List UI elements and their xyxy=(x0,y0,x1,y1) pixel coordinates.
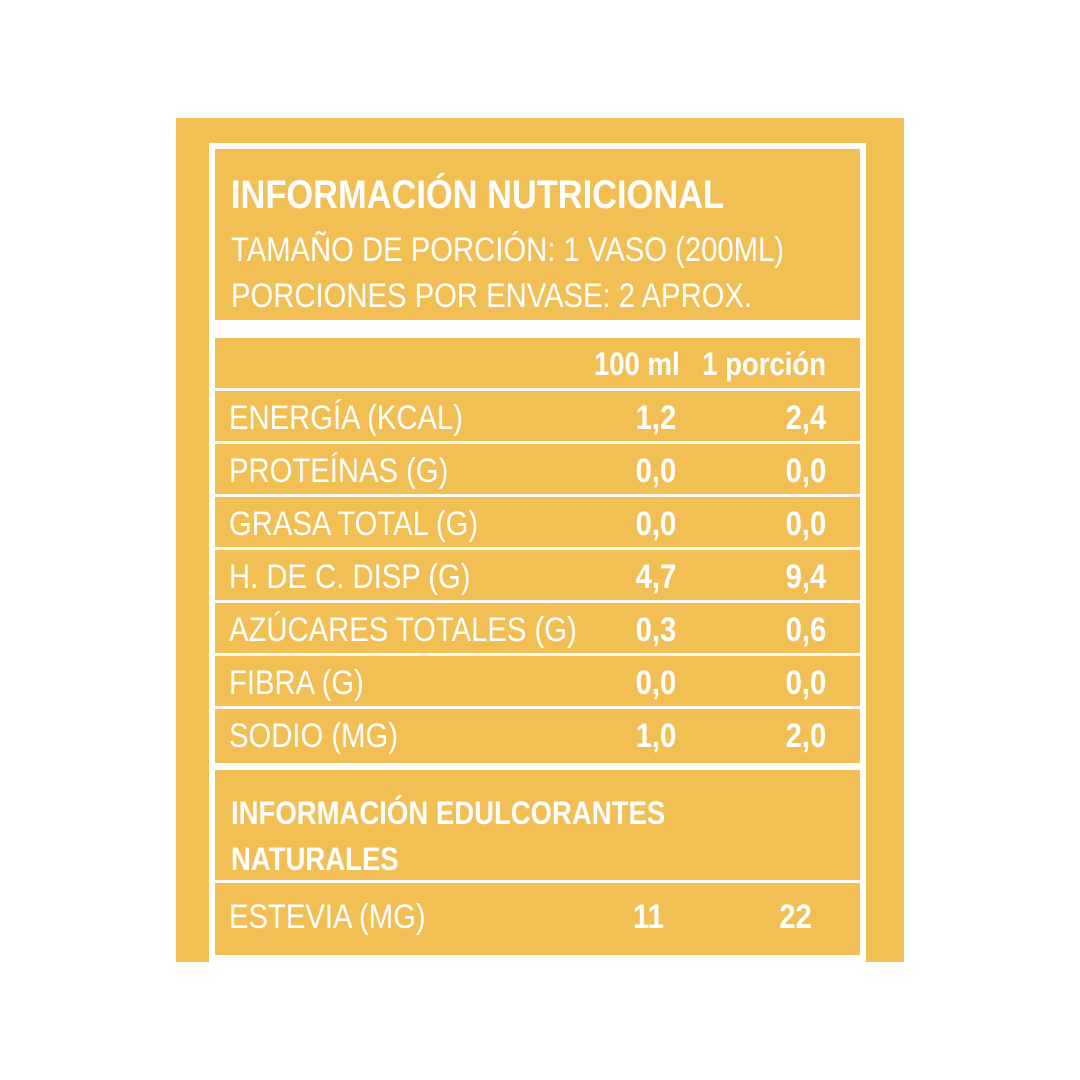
row-divider xyxy=(215,388,860,391)
serving-size: TAMAÑO DE PORCIÓN: 1 VASO (200ML) xyxy=(231,231,784,269)
row-divider xyxy=(215,441,860,444)
value-100ml: 0,3 xyxy=(635,611,676,649)
row-divider xyxy=(215,706,860,709)
value-100ml: 0,0 xyxy=(635,452,676,490)
column-header-100ml: 100 ml xyxy=(594,346,680,382)
table-row: GRASA TOTAL (G) 0,0 0,0 xyxy=(215,497,860,550)
sweeteners-title-line2: NATURALES xyxy=(231,841,399,877)
nutrient-label: SODIO (MG) xyxy=(229,717,398,755)
sweeteners-title: INFORMACIÓN EDULCORANTES xyxy=(231,795,666,831)
column-header-portion: 1 porción xyxy=(702,346,826,382)
value-100ml: 1,0 xyxy=(635,717,676,755)
row-divider xyxy=(215,547,860,550)
nutrient-label: H. DE C. DISP (G) xyxy=(229,558,471,596)
section-divider xyxy=(215,320,860,338)
servings-per-container: PORCIONES POR ENVASE: 2 APROX. xyxy=(231,277,753,315)
label-title: INFORMACIÓN NUTRICIONAL xyxy=(231,173,725,217)
value-portion: 0,0 xyxy=(785,664,826,702)
value-100ml: 4,7 xyxy=(635,558,676,596)
nutrient-label: GRASA TOTAL (G) xyxy=(229,505,479,543)
nutrition-label: INFORMACIÓN NUTRICIONAL TAMAÑO DE PORCIÓ… xyxy=(176,118,904,962)
table-row: AZÚCARES TOTALES (G) 0,3 0,6 xyxy=(215,603,860,656)
nutrient-label: FIBRA (G) xyxy=(229,664,364,702)
value-portion: 2,0 xyxy=(785,717,826,755)
value-100ml: 1,2 xyxy=(635,399,676,437)
nutrient-label: ENERGÍA (KCAL) xyxy=(229,399,463,437)
value-100ml: 11 xyxy=(633,898,664,936)
table-row: H. DE C. DISP (G) 4,7 9,4 xyxy=(215,550,860,603)
row-divider xyxy=(215,880,860,883)
value-100ml: 0,0 xyxy=(635,664,676,702)
table-row: ENERGÍA (KCAL) 1,2 2,4 xyxy=(215,391,860,444)
table-row: FIBRA (G) 0,0 0,0 xyxy=(215,656,860,709)
nutrient-label: ESTEVIA (MG) xyxy=(229,898,426,936)
table-row: PROTEÍNAS (G) 0,0 0,0 xyxy=(215,444,860,497)
section-divider xyxy=(215,763,860,770)
label-frame: INFORMACIÓN NUTRICIONAL TAMAÑO DE PORCIÓ… xyxy=(209,143,866,962)
column-header-row: 100 ml 1 porción xyxy=(215,338,860,391)
nutrient-label: AZÚCARES TOTALES (G) xyxy=(229,611,577,649)
value-100ml: 0,0 xyxy=(635,505,676,543)
value-portion: 9,4 xyxy=(785,558,826,596)
value-portion: 22 xyxy=(779,898,812,936)
row-divider xyxy=(215,600,860,603)
nutrient-label: PROTEÍNAS (G) xyxy=(229,452,449,490)
row-divider xyxy=(215,494,860,497)
value-portion: 0,0 xyxy=(785,452,826,490)
table-row: ESTEVIA (MG) 11 22 xyxy=(215,890,860,943)
table-row: SODIO (MG) 1,0 2,0 xyxy=(215,709,860,762)
value-portion: 2,4 xyxy=(785,399,826,437)
row-divider xyxy=(215,653,860,656)
value-portion: 0,6 xyxy=(785,611,826,649)
value-portion: 0,0 xyxy=(785,505,826,543)
